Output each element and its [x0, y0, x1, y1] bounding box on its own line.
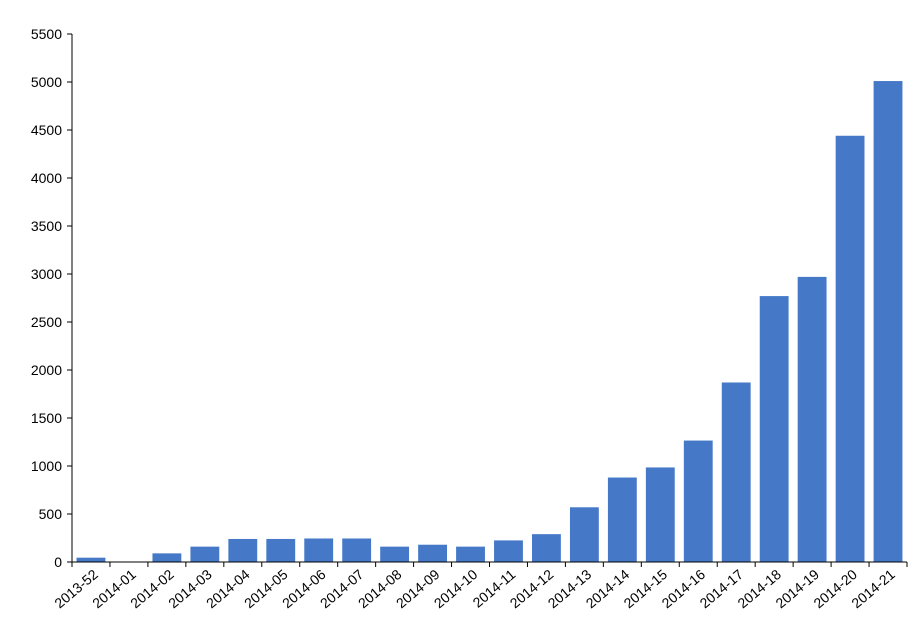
y-tick-label: 1000	[31, 458, 62, 474]
bar	[532, 534, 561, 562]
bar	[760, 296, 789, 562]
bar	[646, 467, 675, 562]
bar	[418, 545, 447, 562]
bar	[77, 558, 106, 562]
y-tick-label: 2000	[31, 362, 62, 378]
bars-group	[77, 81, 903, 562]
y-tick-label: 4000	[31, 170, 62, 186]
bar	[684, 441, 713, 562]
bar	[456, 547, 485, 562]
y-tick-label: 0	[54, 554, 62, 570]
bar	[190, 547, 219, 562]
bar	[152, 553, 181, 562]
x-tick-label: 2014-10	[431, 566, 481, 611]
bar	[228, 539, 257, 562]
bar	[342, 538, 371, 562]
y-tick-label: 3500	[31, 218, 62, 234]
bar	[874, 81, 903, 562]
y-tick-label: 1500	[31, 410, 62, 426]
y-tick-label: 2500	[31, 314, 62, 330]
bar	[570, 507, 599, 562]
y-tick-label: 5000	[31, 74, 62, 90]
y-tick-label: 3000	[31, 266, 62, 282]
y-tick-label: 5500	[31, 26, 62, 42]
bar	[304, 538, 333, 562]
bar	[380, 547, 409, 562]
bar	[836, 136, 865, 562]
bar	[266, 539, 295, 562]
bar	[494, 540, 523, 562]
x-axis: 2013-522014-012014-022014-032014-042014-…	[51, 562, 907, 611]
bar	[798, 277, 827, 562]
x-tick-label: 2014-21	[848, 566, 898, 611]
y-axis: 0 500 1000 1500 2000 2500 3000 3500 4000 4500 5000…	[31, 26, 72, 570]
bar	[722, 382, 751, 562]
y-tick-label: 4500	[31, 122, 62, 138]
bar	[608, 478, 637, 562]
y-tick-label: 500	[39, 506, 63, 522]
